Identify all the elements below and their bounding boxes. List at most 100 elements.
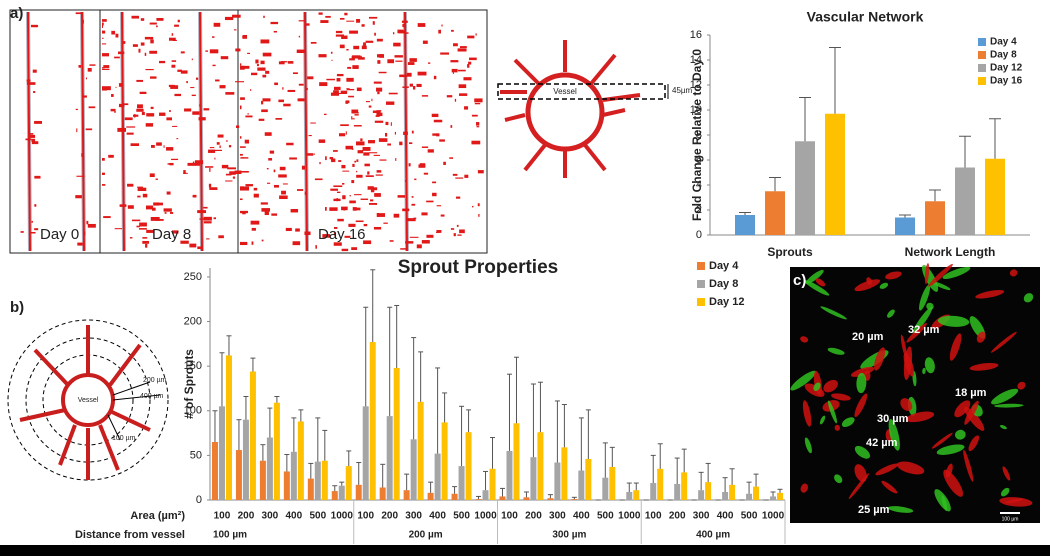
vessel-fragment xyxy=(422,40,428,44)
vessel-fragment xyxy=(218,235,224,239)
vessel-fragment xyxy=(325,156,327,161)
vessel-fragment xyxy=(365,175,374,177)
vessel-fragment xyxy=(262,74,267,78)
vessel-fragment xyxy=(339,133,346,137)
vessel-fragment xyxy=(292,72,298,75)
panel-label: a) xyxy=(10,5,23,22)
vessel-fragment xyxy=(368,16,378,19)
vessel-fragment xyxy=(378,138,388,142)
legend-label: Day 12 xyxy=(990,63,1023,74)
vessel-fragment xyxy=(141,111,145,116)
vessel-fragment xyxy=(331,158,336,163)
vessel-fragment xyxy=(247,52,250,54)
vessel-fragment xyxy=(156,202,163,206)
vessel-fragment xyxy=(180,240,189,244)
cell xyxy=(896,461,925,475)
x-tick-label: 1000 xyxy=(331,511,354,522)
vessel-fragment xyxy=(335,30,343,34)
vessel-fragment xyxy=(372,21,375,25)
vessel-fragment xyxy=(356,87,362,92)
chart-title: Sprout Properties xyxy=(398,257,558,278)
vessel-fragment xyxy=(127,205,134,209)
vessel-fragment xyxy=(371,187,378,191)
vessel-fragment xyxy=(228,145,232,148)
cell xyxy=(954,429,966,440)
vessel-fragment xyxy=(403,131,408,135)
vessel-fragment xyxy=(315,245,317,249)
vessel-fragment xyxy=(118,51,125,55)
vessel-fragment xyxy=(89,64,96,66)
vessel-fragment xyxy=(115,86,117,88)
image-panel: Day 0 Day 8 Day 16 xyxy=(9,9,488,254)
vessel-fragment xyxy=(150,39,154,44)
vessel-fragment xyxy=(271,213,278,216)
cell xyxy=(928,263,953,287)
vessel-fragment xyxy=(133,114,139,117)
vessel-fragment xyxy=(240,136,242,139)
bar xyxy=(475,499,482,500)
bar xyxy=(985,158,1005,235)
vessel-fragment xyxy=(31,138,36,143)
dimension-label: 45µm xyxy=(672,86,693,95)
vessel-fragment xyxy=(301,165,306,170)
vessel-fragment xyxy=(336,73,344,77)
bar xyxy=(314,461,321,500)
cell xyxy=(827,347,845,355)
vessel-fragment xyxy=(409,236,419,238)
vessel-fragment xyxy=(279,166,286,171)
vessel-fragment xyxy=(102,19,107,22)
vessel-fragment xyxy=(346,48,349,51)
vessel-fragment xyxy=(352,118,355,120)
bar xyxy=(441,422,448,500)
vessel-fragment xyxy=(304,191,307,195)
vessel-fragment xyxy=(363,42,366,46)
vessel-fragment xyxy=(395,60,403,62)
bar xyxy=(434,453,441,500)
vessel-fragment xyxy=(32,69,37,73)
bar xyxy=(729,484,736,500)
cell xyxy=(954,400,971,418)
vessel-fragment xyxy=(388,92,398,95)
chart-title: Vascular Network xyxy=(807,9,924,25)
vessel-fragment xyxy=(411,196,414,198)
vessel-fragment xyxy=(450,125,453,128)
vessel-fragment xyxy=(363,152,370,156)
vessel-fragment xyxy=(389,240,394,242)
vessel-fragment xyxy=(156,18,164,21)
y-axis-label: # of Sprouts xyxy=(182,349,196,419)
vessel-fragment xyxy=(418,164,426,168)
panel-label: b) xyxy=(10,299,24,316)
x-tick-label: Sprouts xyxy=(767,245,813,259)
vessel-fragment xyxy=(85,128,93,131)
vessel-fragment xyxy=(399,141,403,146)
y-tick-label: 200 xyxy=(184,315,202,327)
vessel-fragment xyxy=(282,87,284,90)
vessel-fragment xyxy=(81,19,84,24)
vessel-fragment xyxy=(212,36,215,38)
vessel-fragment xyxy=(164,212,167,214)
vessel-fragment xyxy=(333,185,343,187)
vessel-fragment xyxy=(243,65,250,69)
vessel-fragment xyxy=(333,226,338,229)
vessel-fragment xyxy=(351,180,355,184)
vessel-fragment xyxy=(374,32,376,36)
vessel-fragment xyxy=(240,105,242,110)
vessel-fragment xyxy=(168,37,176,41)
bar xyxy=(746,493,753,500)
cell xyxy=(903,352,915,377)
legend-label: Day 8 xyxy=(990,50,1017,61)
vessel-fragment xyxy=(136,79,144,82)
vessel-fragment xyxy=(390,122,392,126)
vessel-fragment xyxy=(393,213,400,218)
vessel-fragment xyxy=(102,24,104,28)
vessel-fragment xyxy=(240,186,249,191)
bar xyxy=(235,450,242,500)
vessel-fragment xyxy=(394,131,396,135)
vessel-fragment xyxy=(443,161,446,165)
vessel-fragment xyxy=(197,210,207,214)
vessel-fragment xyxy=(476,126,480,128)
vessel-fragment xyxy=(310,41,317,44)
vessel-fragment xyxy=(33,91,36,93)
vessel-fragment xyxy=(111,30,116,35)
vessel-fragment xyxy=(353,125,362,127)
